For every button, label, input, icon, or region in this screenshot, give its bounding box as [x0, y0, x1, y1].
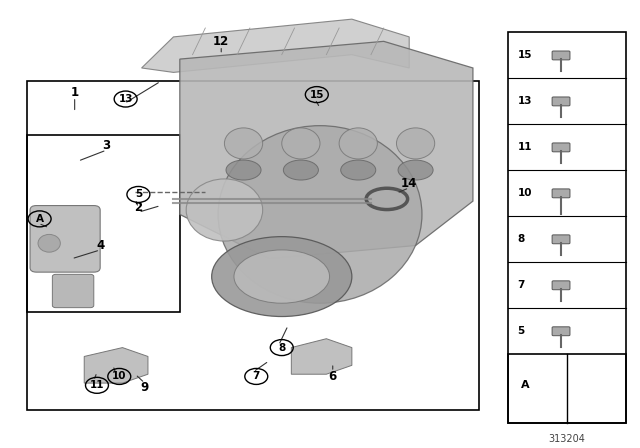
Text: 10: 10 — [518, 188, 532, 198]
Text: 13: 13 — [118, 94, 133, 104]
Text: 11: 11 — [90, 380, 104, 390]
Text: 10: 10 — [112, 371, 127, 381]
FancyBboxPatch shape — [52, 274, 94, 308]
Bar — [508, 32, 626, 423]
Text: 15: 15 — [310, 90, 324, 99]
Bar — [27, 81, 479, 410]
FancyBboxPatch shape — [552, 97, 570, 106]
Polygon shape — [84, 348, 148, 383]
FancyBboxPatch shape — [552, 51, 570, 60]
Text: 12: 12 — [213, 35, 229, 48]
Text: 5: 5 — [518, 326, 525, 336]
Text: 11: 11 — [518, 142, 532, 152]
Text: 7: 7 — [518, 280, 525, 290]
FancyBboxPatch shape — [552, 143, 570, 152]
Text: 4: 4 — [96, 239, 104, 252]
Ellipse shape — [398, 160, 433, 180]
Ellipse shape — [226, 160, 261, 180]
Text: A: A — [521, 380, 529, 390]
FancyBboxPatch shape — [552, 235, 570, 244]
Text: 8: 8 — [278, 343, 285, 353]
Text: 14: 14 — [401, 177, 417, 190]
Text: 5: 5 — [135, 190, 142, 199]
Ellipse shape — [212, 237, 352, 317]
Text: A: A — [36, 214, 44, 224]
FancyBboxPatch shape — [30, 206, 100, 272]
FancyBboxPatch shape — [552, 189, 570, 198]
Ellipse shape — [340, 160, 376, 180]
Text: 6: 6 — [328, 370, 337, 383]
Ellipse shape — [339, 128, 378, 159]
Ellipse shape — [234, 250, 330, 303]
Text: 2: 2 — [134, 201, 143, 214]
Text: 1: 1 — [70, 86, 79, 99]
Ellipse shape — [284, 160, 319, 180]
Polygon shape — [180, 41, 473, 259]
Text: 7: 7 — [253, 371, 260, 381]
Polygon shape — [291, 339, 352, 374]
FancyBboxPatch shape — [552, 281, 570, 290]
Text: 15: 15 — [518, 51, 532, 60]
Ellipse shape — [186, 179, 262, 241]
Ellipse shape — [38, 234, 60, 252]
Ellipse shape — [282, 128, 320, 159]
Text: 8: 8 — [518, 234, 525, 244]
Text: 313204: 313204 — [548, 434, 586, 444]
Ellipse shape — [225, 128, 262, 159]
Polygon shape — [141, 19, 409, 73]
Text: 9: 9 — [141, 381, 149, 394]
Bar — [27, 134, 180, 312]
Ellipse shape — [218, 126, 422, 303]
Text: 13: 13 — [518, 96, 532, 107]
Bar — [508, 354, 626, 423]
FancyBboxPatch shape — [552, 327, 570, 336]
Ellipse shape — [396, 128, 435, 159]
Text: 3: 3 — [102, 139, 111, 152]
